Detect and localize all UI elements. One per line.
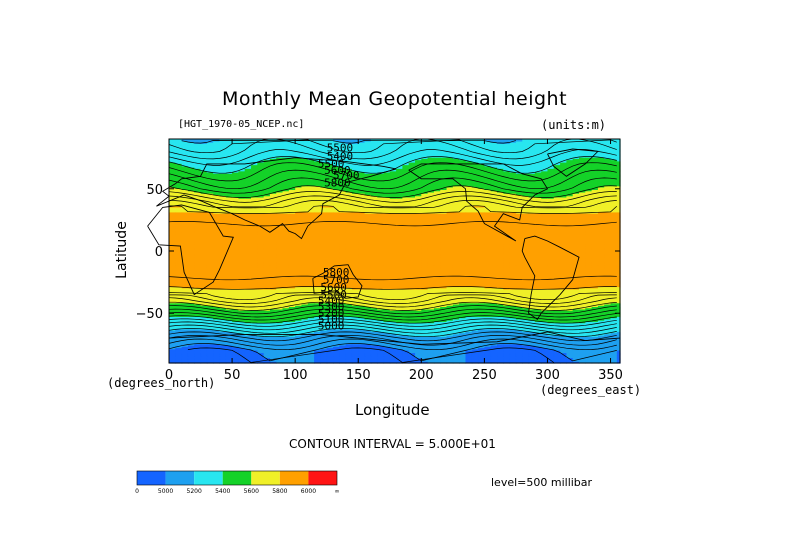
chart-canvas: 5500540055005600570058005800570056005500…: [0, 0, 789, 558]
